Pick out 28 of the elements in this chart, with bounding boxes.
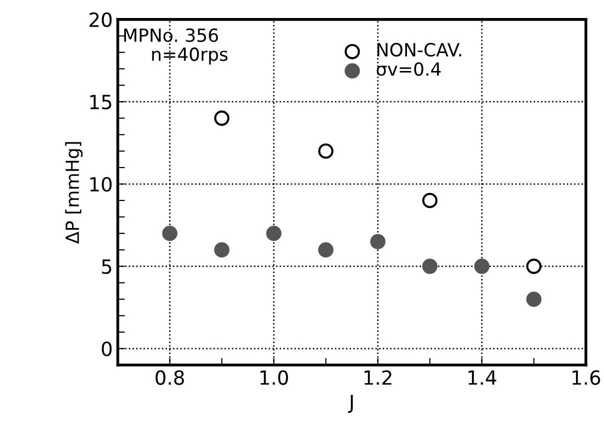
point — [422, 258, 438, 274]
point — [266, 226, 282, 242]
annotation: MPNo. 356 — [124, 28, 218, 42]
annotation: n=40rps — [152, 47, 228, 65]
point — [318, 143, 334, 159]
point — [526, 292, 542, 307]
y-tick-label: 10 — [90, 176, 112, 192]
point — [474, 258, 490, 274]
x-tick-label: 0.8 — [156, 370, 184, 385]
y-axis-title: ΔP [mmHg] — [65, 142, 83, 244]
point — [526, 258, 542, 274]
x-tick-label: 1.0 — [260, 370, 288, 385]
x-tick-label: 1.6 — [572, 370, 600, 385]
point — [162, 226, 178, 242]
y-tick-label: 5 — [102, 260, 112, 274]
x-axis-title: J — [348, 394, 353, 413]
y-tick-label: 15 — [90, 94, 112, 110]
y-tick-label: 0 — [102, 342, 112, 356]
legend-label: NON-CAV. — [378, 42, 462, 57]
x-tick-label: 1.2 — [364, 370, 392, 385]
point — [214, 110, 230, 126]
y-tick-label: 20 — [90, 12, 112, 28]
point — [422, 192, 438, 208]
x-tick-label: 1.4 — [468, 370, 496, 385]
point — [370, 234, 386, 250]
point — [318, 242, 334, 258]
legend-label: σv=0.4 — [376, 62, 441, 76]
point — [214, 242, 230, 258]
